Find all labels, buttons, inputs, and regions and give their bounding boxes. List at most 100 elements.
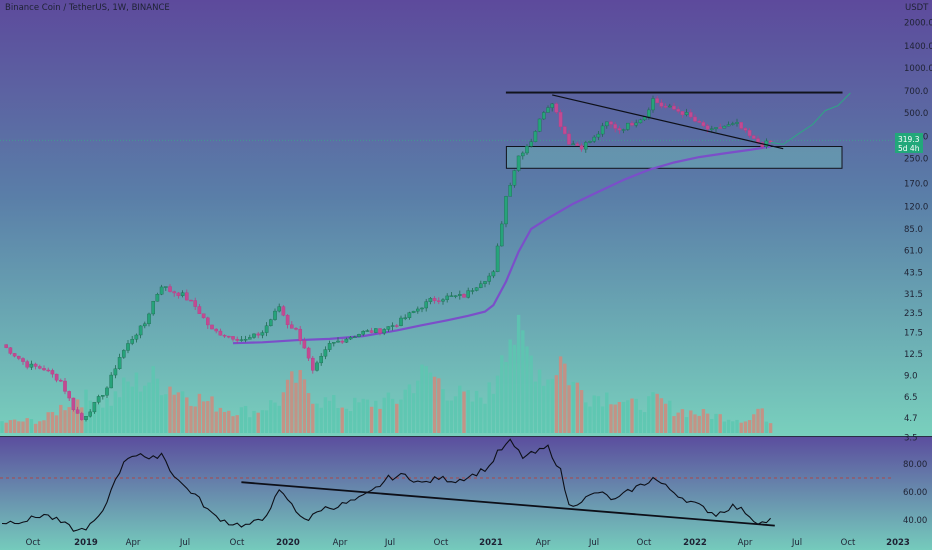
candle-body: [269, 319, 273, 327]
volume-bar: [84, 389, 88, 433]
candle-body: [663, 106, 668, 108]
rsi-line: [1, 438, 771, 532]
candle-body: [588, 141, 592, 143]
projection-path: [770, 92, 851, 145]
candle-body: [71, 397, 76, 410]
candle-body: [600, 125, 605, 135]
candle-body: [479, 283, 483, 288]
candle-body: [705, 125, 710, 130]
volume-bar: [432, 376, 437, 433]
candle-body: [647, 109, 651, 118]
volume-bar: [336, 408, 340, 433]
volume-bar: [218, 407, 223, 433]
candle-body: [176, 292, 181, 296]
volume-bar: [676, 412, 680, 433]
candle-body: [449, 295, 454, 297]
volume-bar: [399, 399, 403, 433]
candle-body: [353, 336, 357, 338]
volume-bar: [483, 403, 487, 433]
candle-body: [33, 363, 38, 367]
candle-body: [126, 343, 130, 351]
volume-bar: [206, 401, 210, 433]
volume-bar: [659, 398, 664, 433]
candle-body: [290, 324, 294, 329]
volume-bar: [374, 400, 378, 433]
volume-bar: [596, 396, 601, 433]
time-tick-label: 2021: [479, 538, 503, 548]
volume-bar: [731, 421, 735, 433]
price-tick-label: 700.0: [904, 87, 928, 97]
candle-body: [659, 102, 664, 107]
candle-body: [96, 396, 101, 403]
volume-bar: [264, 410, 269, 433]
candle-body: [252, 333, 256, 338]
volume-bar: [319, 407, 323, 433]
currency-label: USDT: [905, 3, 929, 13]
candle-body: [159, 286, 164, 295]
candle-body: [462, 294, 466, 298]
time-tick-label: Oct: [637, 538, 652, 548]
time-tick-label: Jul: [384, 538, 395, 548]
candle-body: [147, 313, 151, 325]
candle-body: [302, 340, 307, 349]
candle-body: [273, 310, 277, 320]
candle-body: [218, 330, 223, 336]
volume-bar: [109, 405, 113, 433]
time-tick-label: Apr: [738, 538, 753, 548]
volume-bar: [571, 381, 575, 433]
candle-body: [575, 143, 580, 146]
volume-bar: [59, 404, 63, 433]
price-tick-label: 120.0: [904, 202, 928, 212]
volume-bar: [176, 392, 181, 433]
volume-bar: [722, 421, 727, 433]
candle-body: [533, 131, 538, 142]
volume-bar: [693, 414, 697, 433]
candle-body: [428, 298, 433, 302]
candle-body: [550, 103, 554, 108]
volume-bar: [164, 394, 168, 433]
time-tick-label: 2019: [74, 538, 98, 548]
candle-body: [571, 143, 575, 146]
candle-body: [109, 374, 113, 389]
rsi-axis[interactable]: 80.00 60.00 40.00: [903, 460, 927, 526]
rsi-tick-label: 40.00: [903, 516, 927, 526]
candle-body: [197, 306, 202, 314]
volume-bar: [248, 417, 252, 433]
volume-bar: [54, 415, 59, 433]
volume-bar: [290, 371, 294, 433]
volume-bar: [579, 390, 584, 433]
volume-bar: [348, 411, 353, 433]
candle-body: [340, 340, 345, 343]
time-tick-label: Apr: [333, 538, 348, 548]
candle-body: [155, 294, 160, 302]
volume-bar: [361, 398, 365, 433]
candle-body: [130, 339, 135, 344]
candle-body: [256, 333, 261, 336]
volume-bar: [768, 423, 773, 433]
volume-bar: [550, 378, 554, 433]
candle-body: [752, 135, 756, 139]
time-tick-label: Apr: [126, 538, 141, 548]
candle-body: [84, 416, 88, 420]
volume-bar: [315, 403, 319, 433]
volume-bar: [365, 399, 370, 433]
volume-bar: [8, 420, 13, 433]
price-tick-label: 250.0: [904, 154, 928, 164]
candle-body: [609, 121, 613, 125]
time-axis[interactable]: Oct 2019 Apr Jul Oct 2020 Apr Jul Oct 2021 Apr Jul O…: [26, 538, 910, 548]
volume-bar: [130, 386, 134, 433]
volume-bar: [764, 421, 769, 433]
candle-body: [163, 286, 168, 288]
volume-bar: [529, 355, 533, 433]
candle-body: [59, 380, 63, 382]
candle-body: [332, 342, 336, 344]
candle-body: [630, 122, 634, 126]
volume-bar: [441, 389, 445, 433]
volume-bar: [353, 397, 357, 433]
candle-body: [697, 120, 701, 123]
resistance-zone: [505, 91, 843, 94]
candle-body: [458, 294, 462, 296]
volume-bar: [327, 400, 332, 433]
volume-bar: [689, 410, 693, 433]
support-zone: [505, 146, 843, 169]
